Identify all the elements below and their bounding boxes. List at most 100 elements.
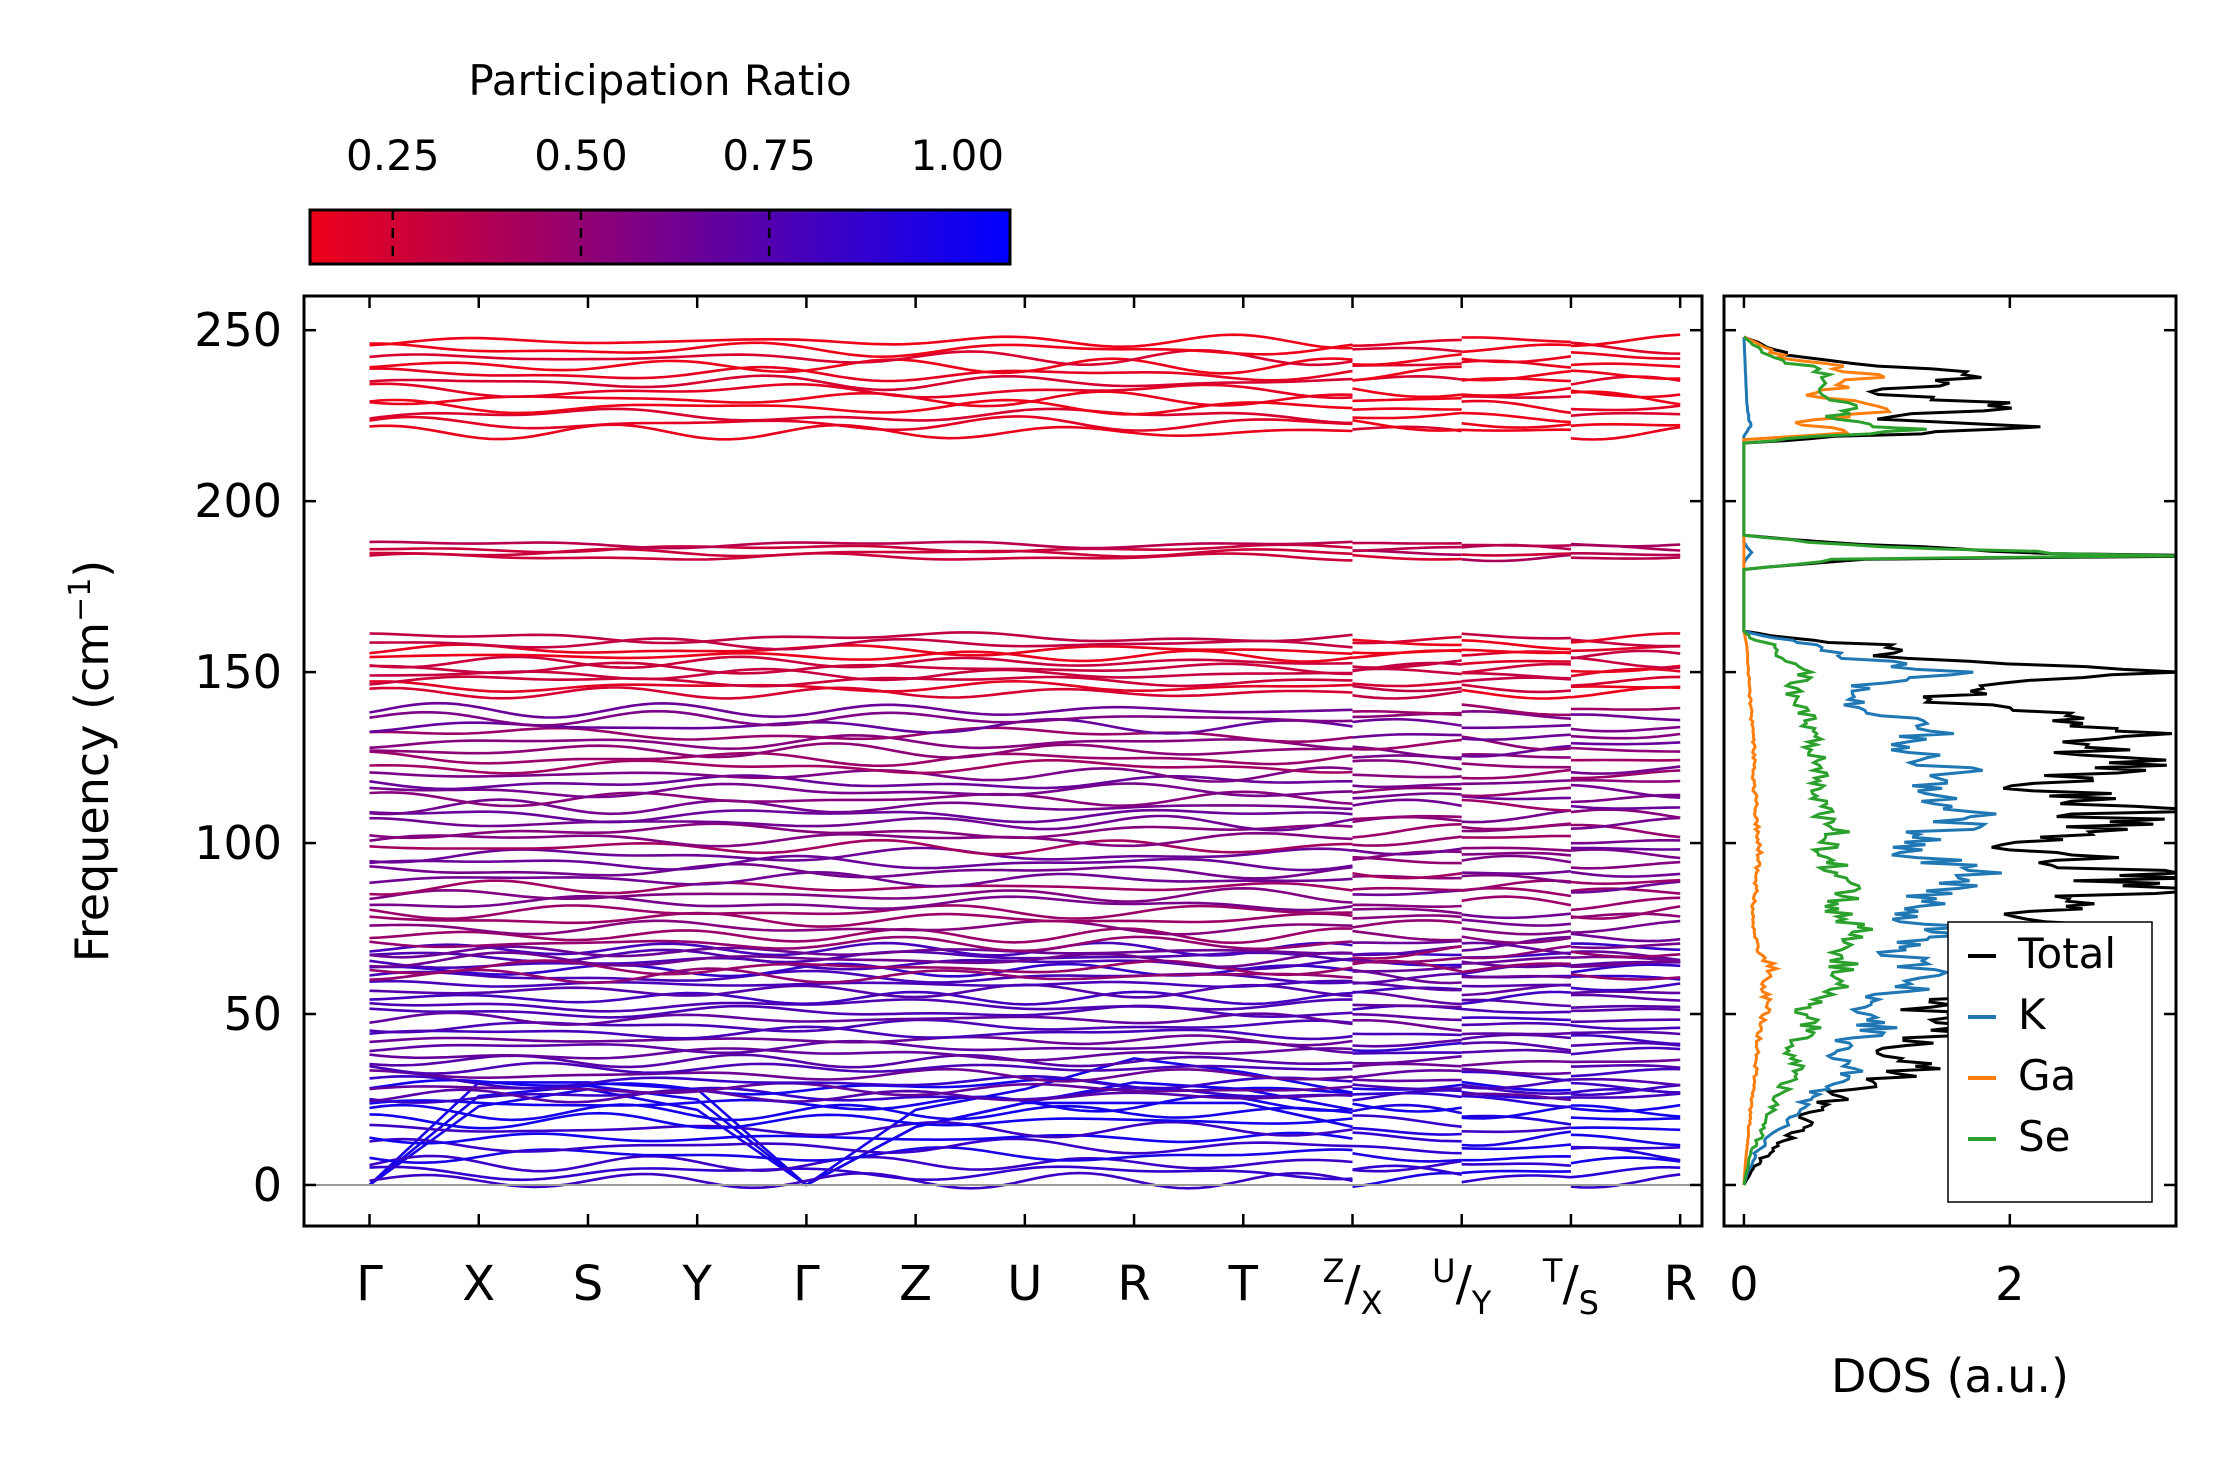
band-line bbox=[1462, 824, 1571, 830]
band-line bbox=[370, 376, 1353, 390]
band-line bbox=[1353, 920, 1462, 927]
band-line bbox=[370, 743, 1353, 757]
band-line bbox=[1462, 685, 1571, 692]
band-line bbox=[1462, 848, 1571, 851]
kpoint-label: T/S bbox=[1542, 1252, 1599, 1322]
band-line bbox=[1571, 1020, 1680, 1022]
band-line bbox=[1462, 764, 1571, 768]
band-line bbox=[1353, 719, 1462, 725]
band-line bbox=[370, 400, 1353, 414]
band-line bbox=[1353, 905, 1462, 907]
band-line bbox=[1462, 371, 1571, 380]
kpoint-label: S bbox=[573, 1256, 603, 1312]
band-line bbox=[1353, 555, 1462, 559]
band-line bbox=[1571, 427, 1680, 439]
y-tick-label: 200 bbox=[194, 474, 282, 528]
band-line bbox=[1353, 784, 1462, 787]
colorbar-tick-label: 1.00 bbox=[911, 131, 1005, 180]
band-line bbox=[1571, 1069, 1680, 1076]
band-line bbox=[1462, 545, 1571, 546]
band-line bbox=[1571, 708, 1680, 710]
band-line bbox=[1462, 1164, 1571, 1166]
band-line bbox=[370, 1000, 1353, 1012]
band-line bbox=[1571, 1128, 1680, 1130]
band-line bbox=[1353, 340, 1462, 346]
band-line bbox=[1353, 398, 1462, 401]
band-line bbox=[1353, 837, 1462, 846]
band-line bbox=[1353, 711, 1462, 713]
legend-label: Ga bbox=[2018, 1051, 2076, 1100]
colorbar-title: Participation Ratio bbox=[468, 56, 851, 105]
band-line bbox=[1571, 1065, 1680, 1067]
band-line bbox=[1353, 1116, 1462, 1127]
band-line bbox=[1571, 657, 1680, 667]
band-line bbox=[1571, 921, 1680, 933]
band-line bbox=[1462, 423, 1571, 427]
band-line bbox=[370, 833, 1353, 846]
band-line bbox=[1353, 794, 1462, 799]
kpoint-label: T bbox=[1228, 1256, 1259, 1312]
band-line bbox=[1571, 1025, 1680, 1029]
band-line bbox=[1462, 430, 1571, 431]
band-line bbox=[1462, 634, 1571, 639]
band-line bbox=[1462, 897, 1571, 906]
band-line bbox=[370, 981, 1353, 987]
band-line bbox=[1353, 909, 1462, 914]
band-line bbox=[1353, 1146, 1462, 1153]
band-line bbox=[1353, 992, 1462, 1004]
band-line bbox=[1462, 875, 1571, 883]
band-line bbox=[1462, 1033, 1571, 1034]
band-line bbox=[1353, 1053, 1462, 1054]
band-line bbox=[1353, 547, 1462, 551]
kpoint-label: U/Y bbox=[1432, 1252, 1492, 1322]
band-line bbox=[1353, 800, 1462, 806]
band-line bbox=[1462, 1132, 1571, 1146]
colorbar-tick-label: 0.75 bbox=[722, 131, 816, 180]
band-line bbox=[1353, 1153, 1462, 1161]
band-line bbox=[1353, 916, 1462, 919]
band-line bbox=[1462, 554, 1571, 556]
dos-x-axis-label: DOS (a.u.) bbox=[1831, 1349, 2069, 1403]
band-line bbox=[1353, 1020, 1462, 1030]
band-line bbox=[1571, 872, 1680, 877]
band-line bbox=[1462, 856, 1571, 862]
kpoint-label: Γ bbox=[793, 1256, 820, 1312]
band-line bbox=[1353, 348, 1462, 352]
band-line bbox=[1462, 800, 1571, 811]
y-axis-label-main: Frequency (cm bbox=[65, 622, 119, 962]
band-line bbox=[1571, 1009, 1680, 1011]
band-line bbox=[1571, 840, 1680, 843]
band-line bbox=[1462, 388, 1571, 395]
band-line bbox=[370, 1006, 1353, 1018]
band-line bbox=[1571, 1147, 1680, 1148]
band-line bbox=[1353, 543, 1462, 544]
band-line bbox=[370, 384, 1353, 398]
band-line bbox=[1571, 413, 1680, 416]
band-line bbox=[1462, 413, 1571, 422]
band-line bbox=[1462, 356, 1571, 362]
band-line bbox=[1353, 691, 1462, 698]
band-line bbox=[1462, 1023, 1571, 1025]
band-line bbox=[1462, 664, 1571, 673]
band-line bbox=[1462, 1018, 1571, 1020]
band-line bbox=[1353, 888, 1462, 890]
y-axis-label-sup: −1 bbox=[63, 578, 98, 622]
band-line bbox=[1571, 992, 1680, 993]
band-line bbox=[1571, 633, 1680, 642]
band-line bbox=[1462, 725, 1571, 728]
y-tick-label: 50 bbox=[223, 987, 282, 1041]
kpoint-label: R bbox=[1117, 1256, 1150, 1312]
band-line bbox=[1462, 1156, 1571, 1160]
band-line bbox=[1571, 558, 1680, 559]
band-line bbox=[1353, 1034, 1462, 1035]
band-line bbox=[370, 1156, 1353, 1171]
band-line bbox=[1571, 677, 1680, 686]
band-line bbox=[1571, 335, 1680, 346]
band-line bbox=[1353, 775, 1462, 777]
band-line bbox=[1353, 1056, 1462, 1063]
band-line bbox=[1462, 976, 1571, 977]
band-line bbox=[370, 735, 1353, 749]
band-line bbox=[1462, 640, 1571, 649]
band-line bbox=[1462, 871, 1571, 874]
band-line bbox=[1462, 836, 1571, 838]
